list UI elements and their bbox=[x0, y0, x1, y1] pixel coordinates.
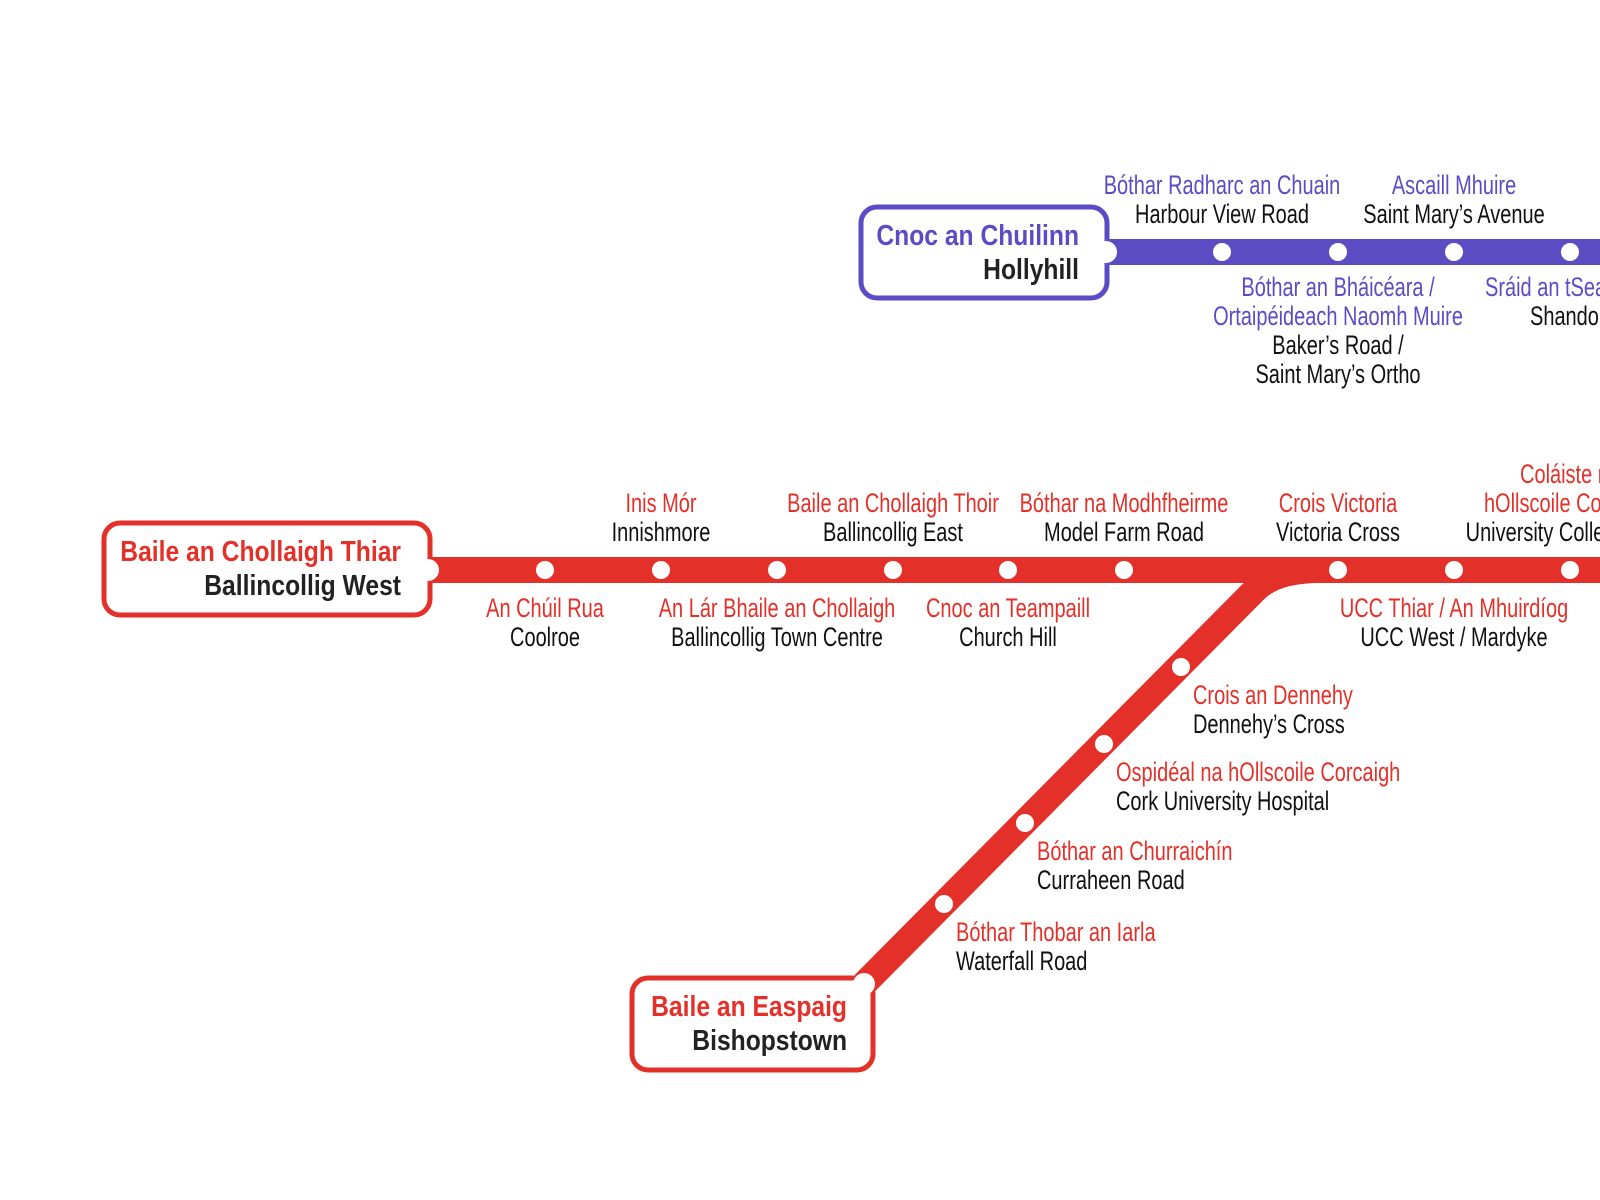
station-irish-name: Crois an Dennehy bbox=[1193, 680, 1353, 711]
station-irish-name: Crois Victoria bbox=[1279, 488, 1398, 519]
station-english-name: Church Hill bbox=[959, 622, 1057, 653]
station-irish-name: Coláiste na bbox=[1520, 459, 1600, 490]
station-english-name: Innishmore bbox=[612, 517, 711, 548]
station-dot[interactable] bbox=[1329, 561, 1347, 579]
station-dot[interactable] bbox=[935, 895, 953, 913]
terminus-english-name: Hollyhill bbox=[983, 253, 1079, 285]
station-irish-name: Bóthar an Churraichín bbox=[1037, 836, 1232, 867]
station-dot[interactable] bbox=[1445, 561, 1463, 579]
station-irish-name: Bóthar Thobar an Iarla bbox=[956, 917, 1156, 948]
station-irish-name: Baile an Chollaigh Thoir bbox=[787, 488, 999, 519]
terminus-irish-name: Baile an Chollaigh Thiar bbox=[120, 535, 401, 567]
station-dot[interactable] bbox=[1561, 243, 1579, 261]
station-dot-terminus[interactable] bbox=[1095, 241, 1117, 263]
station-dot[interactable] bbox=[652, 561, 670, 579]
terminus-box-bishopstown[interactable] bbox=[629, 975, 876, 1073]
station-dot-terminus[interactable] bbox=[417, 559, 439, 581]
station-english-name: Shandon bbox=[1530, 301, 1600, 332]
station-irish-name: Bóthar na Modhfheirme bbox=[1020, 488, 1229, 519]
station-english-name: Victoria Cross bbox=[1276, 517, 1400, 548]
terminus-irish-name: Cnoc an Chuilinn bbox=[876, 219, 1079, 251]
station-dot[interactable] bbox=[1329, 243, 1347, 261]
station-english-name: Saint Mary’s Ortho bbox=[1255, 359, 1420, 390]
station-english-name: Cork University Hospital bbox=[1116, 786, 1329, 817]
station-dot[interactable] bbox=[999, 561, 1017, 579]
red-line-branch bbox=[854, 557, 1321, 994]
station-english-name: University College Cork bbox=[1466, 517, 1600, 548]
station-dot[interactable] bbox=[1095, 735, 1113, 753]
station-irish-name: Ortaipéideach Naomh Muire bbox=[1213, 301, 1463, 332]
station-dot[interactable] bbox=[1115, 561, 1133, 579]
station-english-name: Ballincollig East bbox=[823, 517, 963, 548]
station-irish-name: Bóthar Radharc an Chuain bbox=[1104, 170, 1341, 201]
station-dot[interactable] bbox=[884, 561, 902, 579]
station-dot[interactable] bbox=[768, 561, 786, 579]
station-irish-name: Inis Mór bbox=[625, 488, 696, 519]
station-irish-name: An Chúil Rua bbox=[486, 593, 604, 624]
station-english-name: Ballincollig Town Centre bbox=[671, 622, 883, 653]
station-dot[interactable] bbox=[1016, 814, 1034, 832]
station-irish-name: An Lár Bhaile an Chollaigh bbox=[659, 593, 896, 624]
station-dot[interactable] bbox=[1561, 561, 1579, 579]
station-english-name: Coolroe bbox=[510, 622, 580, 653]
station-english-name: Model Farm Road bbox=[1044, 517, 1204, 548]
station-dot[interactable] bbox=[1172, 658, 1190, 676]
station-english-name: Curraheen Road bbox=[1037, 865, 1185, 896]
station-irish-name: hOllscoile Corcaigh bbox=[1484, 488, 1600, 519]
station-irish-name: UCC Thiar / An Mhuirdíog bbox=[1340, 593, 1568, 624]
station-dot[interactable] bbox=[536, 561, 554, 579]
station-dot[interactable] bbox=[1445, 243, 1463, 261]
station-english-name: UCC West / Mardyke bbox=[1360, 622, 1547, 653]
station-irish-name: Bóthar an Bháicéara / bbox=[1241, 272, 1435, 303]
station-dot[interactable] bbox=[1213, 243, 1231, 261]
station-english-name: Waterfall Road bbox=[956, 946, 1087, 977]
station-irish-name: Ospidéal na hOllscoile Corcaigh bbox=[1116, 757, 1400, 788]
station-irish-name: Cnoc an Teampaill bbox=[926, 593, 1090, 624]
station-irish-name: Ascaill Mhuire bbox=[1392, 170, 1516, 201]
station-english-name: Saint Mary’s Avenue bbox=[1363, 199, 1544, 230]
terminus-english-name: Ballincollig West bbox=[204, 569, 401, 601]
station-english-name: Baker’s Road / bbox=[1272, 330, 1404, 361]
terminus-irish-name: Baile an Easpaig bbox=[651, 990, 847, 1022]
terminus-english-name: Bishopstown bbox=[692, 1024, 847, 1056]
station-english-name: Harbour View Road bbox=[1135, 199, 1309, 230]
station-dot-terminus[interactable] bbox=[853, 973, 875, 995]
station-irish-name: Sráid an tSeandúin bbox=[1485, 272, 1600, 303]
station-english-name: Dennehy’s Cross bbox=[1193, 709, 1345, 740]
